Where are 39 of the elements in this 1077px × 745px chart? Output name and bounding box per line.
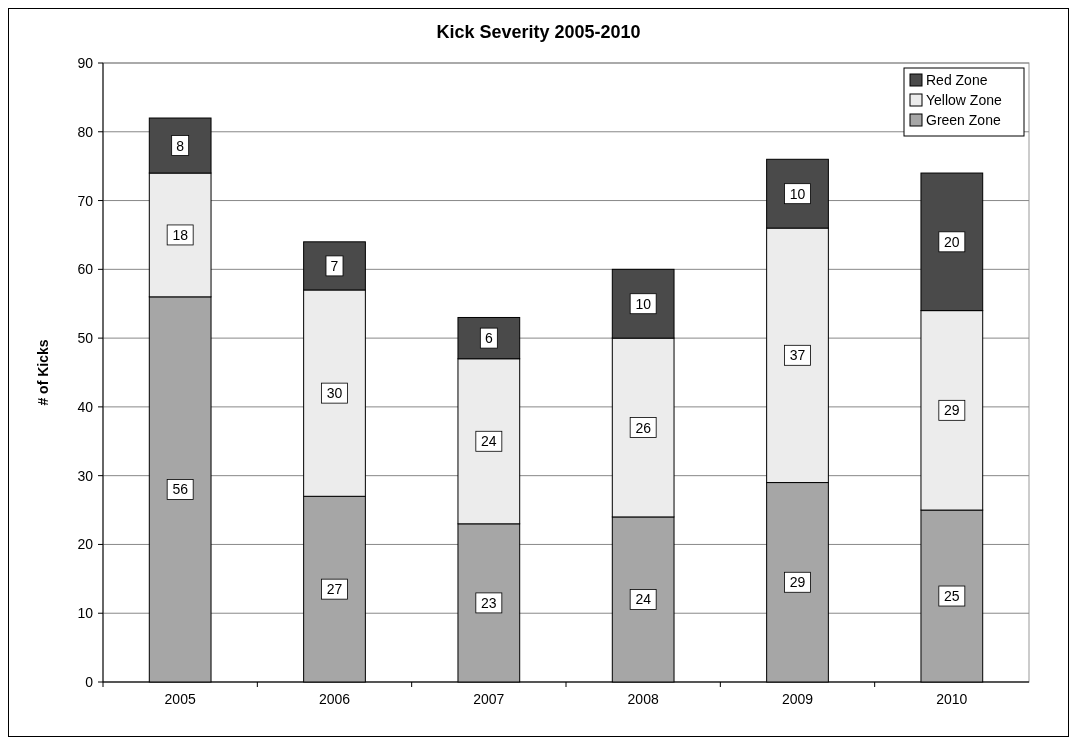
data-label: 25	[944, 588, 960, 605]
data-label: 10	[635, 295, 652, 312]
y-tick-label: 50	[77, 330, 94, 347]
data-label: 23	[481, 594, 497, 611]
data-label: 30	[326, 385, 343, 402]
x-tick-label: 2009	[781, 691, 814, 707]
legend-label: Green Zone	[926, 112, 1001, 128]
y-tick-label: 40	[77, 398, 94, 415]
data-label: 24	[481, 433, 497, 450]
y-tick-label: 90	[77, 55, 94, 71]
legend-label: Yellow Zone	[926, 92, 1002, 108]
y-tick-label: 20	[77, 536, 94, 553]
data-label: 37	[789, 347, 806, 364]
legend-label: Red Zone	[926, 72, 988, 88]
y-tick-label: 60	[77, 261, 94, 278]
x-tick-label: 2005	[164, 691, 196, 707]
data-label: 20	[944, 233, 960, 250]
data-label: 29	[789, 574, 806, 591]
x-tick-label: 2007	[473, 691, 505, 707]
data-label: 10	[789, 185, 806, 202]
y-axis-title: # of Kicks	[35, 339, 51, 406]
data-label: 18	[172, 226, 189, 243]
data-label: 6	[484, 330, 493, 347]
data-label: 56	[172, 481, 189, 498]
y-tick-label: 0	[85, 674, 94, 690]
y-tick-label: 70	[77, 192, 94, 209]
data-label: 26	[635, 419, 652, 436]
x-tick-label: 2008	[627, 691, 659, 707]
data-label: 8	[176, 137, 185, 154]
data-label: 24	[635, 591, 652, 608]
data-label: 27	[326, 581, 343, 598]
y-tick-label: 10	[77, 605, 94, 622]
x-tick-label: 2006	[318, 691, 351, 707]
y-tick-label: 30	[77, 467, 94, 484]
x-tick-label: 2010	[936, 691, 968, 707]
data-label: 7	[330, 257, 339, 274]
data-label: 29	[944, 402, 960, 419]
chart-title: Kick Severity 2005-2010	[436, 22, 641, 42]
y-tick-label: 80	[77, 123, 94, 140]
